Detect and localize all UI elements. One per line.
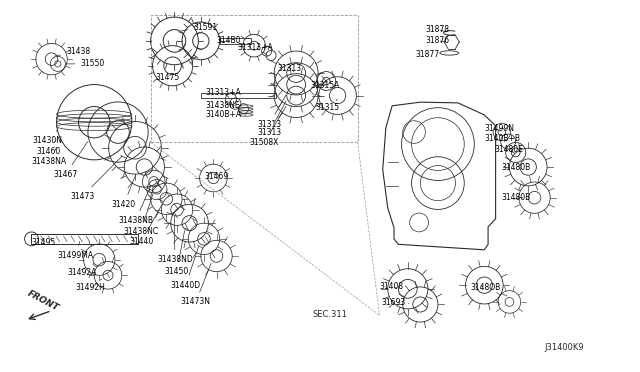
Text: 31438NC: 31438NC: [123, 194, 158, 236]
Text: 31473: 31473: [70, 156, 122, 201]
Text: 31876: 31876: [426, 36, 449, 45]
Text: 31492A: 31492A: [68, 263, 97, 277]
Text: 31440: 31440: [129, 205, 162, 246]
Text: 31467: 31467: [54, 142, 88, 179]
Text: 31315: 31315: [315, 99, 339, 112]
Text: 31877: 31877: [415, 50, 445, 59]
Text: 31550: 31550: [66, 60, 105, 68]
Text: 31450: 31450: [164, 231, 189, 276]
Text: 31438NE: 31438NE: [206, 100, 243, 110]
Text: 31315A: 31315A: [310, 81, 340, 90]
Text: 31480B: 31480B: [502, 193, 531, 202]
Text: 3148OB: 3148OB: [470, 283, 500, 292]
Text: 31591: 31591: [182, 23, 218, 32]
Text: 31408: 31408: [380, 282, 404, 291]
Text: 31475: 31475: [156, 73, 180, 82]
Text: 31480B: 31480B: [502, 163, 531, 171]
Text: 31492H: 31492H: [76, 279, 105, 292]
Text: 31440D: 31440D: [171, 246, 201, 290]
Text: 3140B+B: 3140B+B: [484, 134, 520, 143]
Text: 31313: 31313: [257, 95, 286, 128]
Text: 31313: 31313: [257, 101, 286, 137]
Text: 31430N: 31430N: [33, 129, 63, 145]
Text: FRONT: FRONT: [26, 289, 60, 313]
Text: 31469: 31469: [205, 172, 229, 182]
Text: 31420: 31420: [112, 175, 136, 209]
Text: 31495: 31495: [31, 238, 56, 247]
Text: SEC.311: SEC.311: [312, 310, 348, 319]
Text: 31313+A: 31313+A: [206, 88, 241, 97]
Text: 31693: 31693: [381, 298, 409, 307]
Text: 31438: 31438: [54, 47, 90, 56]
Text: 31438NB: 31438NB: [118, 186, 153, 225]
Text: 31438ND: 31438ND: [157, 216, 193, 264]
Text: 314B0: 314B0: [216, 36, 241, 45]
Text: J31400K9: J31400K9: [545, 343, 584, 352]
Text: 31460: 31460: [36, 140, 61, 156]
Text: 31878: 31878: [426, 25, 449, 34]
Text: 31499N: 31499N: [484, 124, 515, 133]
Text: 31480E: 31480E: [494, 145, 524, 154]
Text: 31499MA: 31499MA: [58, 241, 94, 260]
Text: 31438NA: 31438NA: [31, 148, 67, 166]
Text: 3140B+A: 3140B+A: [206, 110, 246, 119]
Text: 31508X: 31508X: [250, 106, 286, 147]
Text: 31473N: 31473N: [180, 263, 211, 307]
Text: 31313+A: 31313+A: [237, 43, 273, 52]
Text: 31313: 31313: [277, 64, 301, 73]
